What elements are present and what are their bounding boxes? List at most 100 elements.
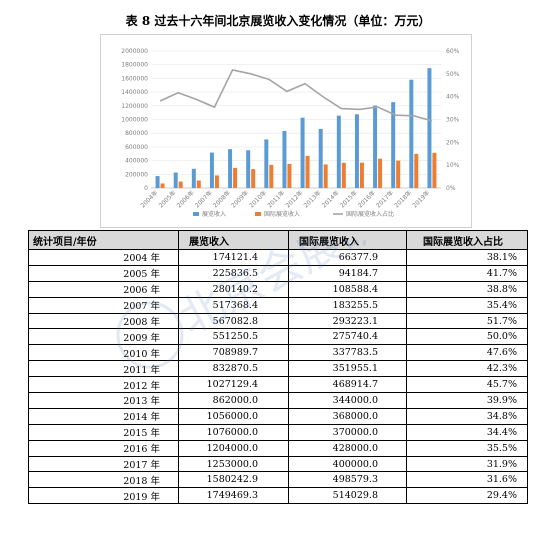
y-left-tick-label: 1200000	[121, 103, 148, 110]
cell-revenue: 1204000.0	[178, 439, 289, 457]
cell-intl-share: 42.3%	[406, 360, 528, 378]
table-row: 2010 年 708989.7 337783.5 47.6%	[28, 344, 528, 362]
y-right-tick-label: 40%	[446, 94, 460, 101]
y-left-tick-label: 0	[144, 185, 148, 192]
cell-year: 2019 年	[28, 487, 179, 505]
cell-intl-revenue: 293223.1	[288, 312, 407, 330]
cell-year: 2006 年	[28, 280, 179, 298]
legend-label-intl-revenue: 国际展览收入	[264, 210, 300, 218]
cell-year: 2004 年	[28, 249, 179, 266]
cell-intl-revenue: 400000.0	[288, 455, 407, 473]
cell-revenue: 862000.0	[178, 392, 289, 409]
bar-intl-revenue	[251, 169, 256, 188]
x-tick-label: 2019年	[411, 189, 432, 210]
cell-revenue: 832870.5	[178, 360, 289, 378]
cell-revenue: 567082.8	[178, 312, 289, 330]
cell-intl-share: 31.6%	[406, 471, 528, 489]
x-tick-label: 2005年	[157, 189, 178, 210]
bar-intl-revenue	[196, 180, 201, 188]
cell-intl-revenue: 94184.7	[288, 264, 407, 282]
cell-intl-share: 39.9%	[406, 392, 528, 409]
table-row: 2011 年 832870.5 351955.1 42.3%	[28, 360, 528, 378]
cell-year: 2011 年	[28, 360, 179, 378]
y-right-tick-label: 10%	[446, 162, 460, 169]
cell-intl-share: 29.4%	[406, 487, 528, 505]
bar-intl-revenue	[341, 162, 346, 188]
cell-intl-revenue: 183255.5	[288, 296, 407, 314]
table-row: 2016 年 1204000.0 428000.0 35.5%	[28, 439, 528, 457]
bar-revenue	[300, 117, 305, 188]
cell-intl-share: 38.1%	[406, 249, 528, 266]
cell-intl-share: 38.8%	[406, 280, 528, 298]
cell-intl-revenue: 428000.0	[288, 439, 407, 457]
cell-year: 2018 年	[28, 471, 179, 489]
cell-revenue: 1076000.0	[178, 423, 289, 441]
table-row: 2015 年 1076000.0 370000.0 34.4%	[28, 423, 528, 441]
revenue-table: 统计项目/年份 展览收入 国际展览收入 国际展览收入占比 2004 年 17412…	[28, 230, 528, 505]
bar-intl-revenue	[396, 160, 401, 188]
bar-revenue	[264, 139, 269, 188]
cell-intl-revenue: 370000.0	[288, 423, 407, 441]
legend-label-revenue: 展览收入	[202, 210, 226, 218]
cell-intl-share: 50.0%	[406, 328, 528, 346]
bar-intl-revenue	[323, 164, 328, 188]
table-header-row: 统计项目/年份 展览收入 国际展览收入 国际展览收入占比	[28, 230, 528, 250]
cell-intl-revenue: 275740.4	[288, 328, 407, 346]
table-row: 2018 年 1580242.9 498579.3 31.6%	[28, 471, 528, 489]
header-revenue: 展览收入	[178, 230, 289, 250]
x-tick-label: 2004年	[139, 189, 160, 210]
cell-revenue: 517368.4	[178, 296, 289, 314]
x-tick-label: 2007年	[193, 189, 214, 210]
legend-label-intl-share: 国际展览收入占比	[346, 210, 394, 218]
cell-intl-revenue: 108588.4	[288, 280, 407, 298]
legend-swatch-revenue	[193, 212, 199, 216]
bar-intl-revenue	[214, 175, 219, 188]
header-intl-revenue: 国际展览收入	[288, 230, 407, 250]
x-tick-label: 2012年	[284, 189, 305, 210]
bar-revenue	[246, 150, 251, 188]
x-tick-label: 2006年	[175, 189, 196, 210]
x-tick-label: 2009年	[229, 189, 250, 210]
table-row: 2007 年 517368.4 183255.5 35.4%	[28, 296, 528, 314]
cell-revenue: 174121.4	[178, 249, 289, 266]
y-right-tick-label: 50%	[446, 71, 460, 78]
cell-revenue: 1056000.0	[178, 407, 289, 425]
x-tick-label: 2014年	[320, 189, 341, 210]
cell-intl-revenue: 468914.7	[288, 376, 407, 394]
cell-year: 2014 年	[28, 407, 179, 425]
header-item-year: 统计项目/年份	[28, 230, 179, 250]
cell-intl-revenue: 368000.0	[288, 407, 407, 425]
cell-year: 2007 年	[28, 296, 179, 314]
x-tick-label: 2016年	[356, 189, 377, 210]
y-left-tick-label: 600000	[125, 144, 148, 151]
bar-revenue	[391, 102, 396, 188]
bar-intl-revenue	[414, 153, 419, 188]
bar-revenue	[373, 105, 378, 188]
y-left-tick-label: 2000000	[121, 48, 148, 55]
revenue-chart: 0 200000 400000 600000 800000 1000000 1200000 1…	[121, 48, 460, 218]
y-left-tick-label: 1600000	[121, 75, 148, 82]
bar-intl-revenue	[287, 163, 292, 188]
cell-intl-share: 41.7%	[406, 264, 528, 282]
bar-intl-revenue	[233, 167, 238, 188]
x-tick-label: 2013年	[302, 189, 323, 210]
table-row: 2005 年 225836.5 94184.7 41.7%	[28, 264, 528, 282]
table-row: 2013 年 862000.0 344000.0 39.9%	[28, 392, 528, 409]
table-row: 2012 年 1027129.4 468914.7 45.7%	[28, 376, 528, 394]
table-row: 2004 年 174121.4 66377.9 38.1%	[28, 249, 528, 266]
y-left-tick-label: 1800000	[121, 62, 148, 69]
line-intl-share	[159, 69, 433, 122]
table-row: 2008 年 567082.8 293223.1 51.7%	[28, 312, 528, 330]
y-right-tick-label: 30%	[446, 117, 460, 124]
y-right-tick-label: 20%	[446, 139, 460, 146]
bar-intl-revenue	[378, 158, 383, 188]
y-left-tick-label: 200000	[125, 171, 148, 178]
header-intl-share: 国际展览收入占比	[406, 230, 528, 250]
bar-revenue	[409, 79, 414, 188]
bar-revenue	[209, 152, 214, 188]
bar-revenue	[173, 172, 178, 188]
cell-year: 2005 年	[28, 264, 179, 282]
cell-intl-revenue: 66377.9	[288, 249, 407, 266]
bar-intl-revenue	[305, 155, 310, 188]
cell-revenue: 225836.5	[178, 264, 289, 282]
